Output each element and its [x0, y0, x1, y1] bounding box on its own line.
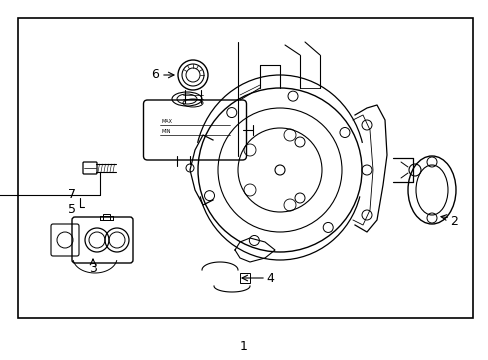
- Text: MAX: MAX: [162, 119, 173, 124]
- Text: 7: 7: [68, 189, 76, 202]
- Text: 1: 1: [240, 339, 247, 352]
- Text: 3: 3: [89, 261, 97, 274]
- Bar: [240, 273, 249, 283]
- Text: 4: 4: [265, 271, 273, 284]
- Text: MIN: MIN: [162, 129, 171, 134]
- Bar: [103, 214, 110, 220]
- Bar: [18, 18, 472, 318]
- Text: 6: 6: [151, 68, 159, 81]
- Text: 2: 2: [449, 216, 457, 229]
- Text: 5: 5: [68, 203, 76, 216]
